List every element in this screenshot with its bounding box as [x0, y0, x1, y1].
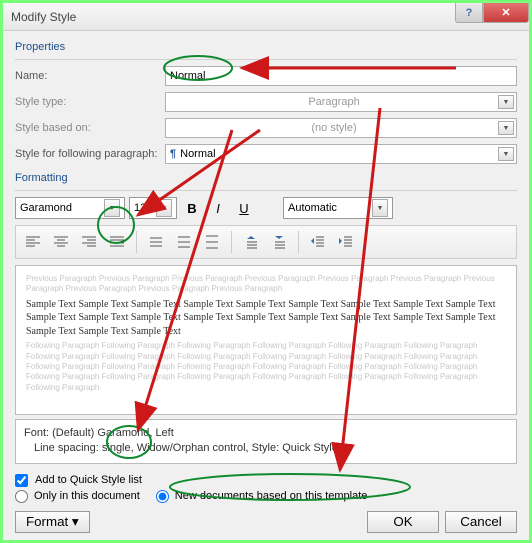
only-doc-label: Only in this document [34, 490, 140, 502]
divider [15, 59, 517, 60]
ok-button[interactable]: OK [367, 511, 439, 533]
chevron-down-icon[interactable]: ▼ [156, 199, 172, 217]
separator [231, 231, 232, 253]
name-label: Name: [15, 70, 165, 82]
preview-prev-para: Previous Paragraph Previous Paragraph Pr… [26, 274, 506, 295]
font-color-dropdown[interactable]: Automatic ▼ [283, 197, 393, 219]
divider [15, 190, 517, 191]
basedon-label: Style based on: [15, 122, 165, 134]
linespacing-1-button[interactable] [143, 230, 169, 254]
name-input[interactable] [165, 66, 517, 86]
close-button[interactable]: ✕ [483, 3, 529, 23]
info-line2: Line spacing: single, Widow/Orphan contr… [24, 441, 508, 456]
add-quickstyle-label: Add to Quick Style list [35, 474, 142, 486]
style-info: Font: (Default) Garamond, Left Line spac… [15, 419, 517, 464]
basedon-value: (no style) [311, 122, 356, 134]
font-name: Garamond [20, 202, 72, 214]
chevron-down-icon[interactable]: ▼ [104, 199, 120, 217]
format-button[interactable]: Format ▾ [15, 511, 90, 533]
help-button[interactable]: ? [455, 3, 483, 23]
following-label: Style for following paragraph: [15, 148, 165, 160]
indent-dec-button[interactable] [305, 230, 331, 254]
align-left-button[interactable] [20, 230, 46, 254]
following-value: Normal [180, 148, 215, 160]
preview-next-para: Following Paragraph Following Paragraph … [26, 341, 506, 393]
add-quickstyle-checkbox[interactable] [15, 474, 28, 487]
italic-button[interactable]: I [207, 197, 229, 219]
underline-button[interactable]: U [233, 197, 255, 219]
align-right-button[interactable] [76, 230, 102, 254]
paragraph-toolbar [15, 225, 517, 259]
pilcrow-icon: ¶ [170, 148, 176, 160]
cancel-button[interactable]: Cancel [445, 511, 517, 533]
styletype-value: Paragraph [308, 96, 359, 108]
only-doc-radio[interactable] [15, 490, 28, 503]
chevron-down-icon: ▼ [498, 95, 514, 109]
preview-sample: Sample Text Sample Text Sample Text Samp… [26, 298, 506, 339]
font-size: 13 [134, 202, 146, 214]
color-label: Automatic [288, 202, 337, 214]
align-center-button[interactable] [48, 230, 74, 254]
chevron-down-icon[interactable]: ▼ [498, 147, 514, 161]
separator [136, 231, 137, 253]
basedon-dropdown: (no style) ▼ [165, 118, 517, 138]
new-docs-label: New documents based on this template [175, 490, 368, 502]
new-docs-radio[interactable] [156, 490, 169, 503]
properties-label: Properties [15, 41, 517, 53]
formatting-label: Formatting [15, 172, 517, 184]
indent-inc-button[interactable] [333, 230, 359, 254]
linespacing-2-button[interactable] [199, 230, 225, 254]
align-justify-button[interactable] [104, 230, 130, 254]
bold-button[interactable]: B [181, 197, 203, 219]
chevron-down-icon: ▼ [498, 121, 514, 135]
linespacing-1.5-button[interactable] [171, 230, 197, 254]
following-dropdown[interactable]: ¶ Normal ▼ [165, 144, 517, 164]
font-dropdown[interactable]: Garamond ▼ [15, 197, 125, 219]
separator [298, 231, 299, 253]
space-before-dec-button[interactable] [266, 230, 292, 254]
titlebar: Modify Style ? ✕ [3, 3, 529, 31]
styletype-label: Style type: [15, 96, 165, 108]
styletype-dropdown: Paragraph ▼ [165, 92, 517, 112]
font-size-dropdown[interactable]: 13 ▼ [129, 197, 177, 219]
preview-pane: Previous Paragraph Previous Paragraph Pr… [15, 265, 517, 415]
space-before-inc-button[interactable] [238, 230, 264, 254]
window-title: Modify Style [11, 10, 76, 24]
info-line1: Font: (Default) Garamond, Left [24, 426, 508, 441]
chevron-down-icon[interactable]: ▼ [372, 199, 388, 217]
